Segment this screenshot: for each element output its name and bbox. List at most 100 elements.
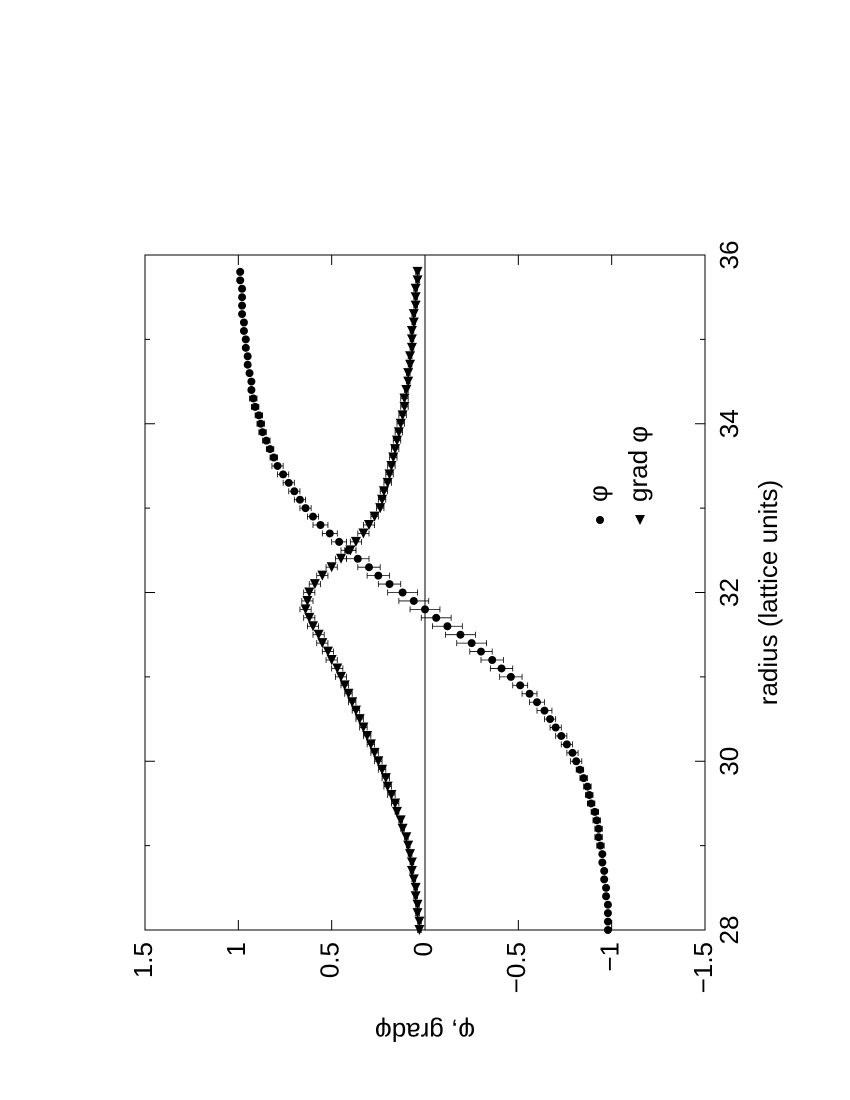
triangle-point xyxy=(414,916,425,927)
circle-point xyxy=(572,757,581,766)
triangle-point xyxy=(408,317,419,328)
legend-label: grad φ xyxy=(623,426,653,502)
triangle-point xyxy=(397,410,408,421)
triangle-point xyxy=(399,393,410,404)
circle-point xyxy=(256,419,265,428)
circle-point xyxy=(249,394,258,403)
triangle-point xyxy=(397,823,408,834)
circle-point xyxy=(443,622,452,631)
triangle-point xyxy=(382,477,393,488)
circle-point xyxy=(596,841,605,850)
x-tick-label: 32 xyxy=(714,578,744,607)
triangle-point xyxy=(405,849,416,860)
triangle-point xyxy=(401,385,412,395)
circle-point xyxy=(243,352,252,361)
triangle-point xyxy=(343,688,354,699)
circle-point xyxy=(590,807,599,816)
triangle-point xyxy=(403,376,414,387)
circle-point xyxy=(421,605,429,614)
triangle-point xyxy=(390,798,401,809)
y-tick-label: 0.5 xyxy=(315,942,345,978)
circle-point xyxy=(585,791,594,799)
triangle-point xyxy=(380,773,391,784)
triangle-point xyxy=(354,714,365,725)
circle-point xyxy=(488,656,497,664)
x-tick-label: 28 xyxy=(714,916,744,945)
circle-point xyxy=(540,706,549,715)
circle-point xyxy=(238,284,247,293)
circle-point xyxy=(266,445,275,454)
triangle-point xyxy=(403,368,414,379)
circle-point xyxy=(309,512,317,521)
circle-point xyxy=(247,386,256,394)
triangle-point xyxy=(369,511,380,522)
triangle-point xyxy=(414,925,425,935)
y-tick-label: −0.5 xyxy=(501,942,531,993)
triangle-point xyxy=(350,536,361,547)
triangle-point xyxy=(345,545,356,556)
triangle-point xyxy=(384,469,395,480)
circle-point xyxy=(477,647,485,656)
circle-point xyxy=(594,824,603,833)
triangle-point xyxy=(412,275,423,286)
circle-point xyxy=(568,748,577,757)
triangle-point xyxy=(392,806,402,817)
triangle-point xyxy=(406,342,417,353)
circle-point xyxy=(316,521,325,529)
circle-point xyxy=(603,909,612,918)
circle-point xyxy=(525,689,534,698)
circle-point xyxy=(258,428,267,437)
triangle-point xyxy=(406,857,417,868)
triangle-point xyxy=(302,595,313,606)
triangle-point xyxy=(412,899,423,910)
triangle-point xyxy=(332,663,343,674)
triangle-point xyxy=(364,520,374,530)
circle-point xyxy=(247,377,256,386)
triangle-point xyxy=(304,587,315,598)
triangle-point xyxy=(326,562,337,573)
circle-point xyxy=(506,672,515,681)
triangle-point xyxy=(399,401,410,412)
circle-point xyxy=(269,453,278,462)
circle-point xyxy=(238,310,247,319)
triangle-point xyxy=(369,747,380,758)
circle-point xyxy=(467,639,476,648)
circle-point xyxy=(335,537,344,546)
triangle-point xyxy=(395,815,406,826)
circle-point xyxy=(546,715,555,724)
circle-point xyxy=(325,529,334,538)
triangle-point xyxy=(406,325,417,336)
triangle-point xyxy=(308,621,318,632)
triangle-point xyxy=(336,553,346,564)
circle-point xyxy=(374,571,383,580)
triangle-point xyxy=(309,579,320,590)
circle-point xyxy=(254,411,263,420)
triangle-point xyxy=(339,680,350,691)
circle-point xyxy=(557,731,566,740)
triangle-point xyxy=(392,435,402,446)
legend-marker xyxy=(596,516,604,524)
triangle-point xyxy=(375,503,386,514)
circle-point xyxy=(583,782,592,791)
triangle-point xyxy=(406,865,417,876)
circle-point xyxy=(456,630,465,639)
circle-point xyxy=(385,580,394,589)
circle-point xyxy=(603,900,612,909)
circle-point xyxy=(516,681,525,690)
y-tick-label: 1 xyxy=(221,942,251,956)
triangle-point xyxy=(395,418,406,429)
triangle-point xyxy=(406,334,417,345)
circle-point xyxy=(238,301,247,310)
triangle-point xyxy=(347,697,358,708)
y-tick-label: 1.5 xyxy=(128,942,158,978)
circle-point xyxy=(241,343,250,352)
circle-point xyxy=(579,774,588,783)
x-tick-label: 36 xyxy=(714,241,744,270)
circle-point xyxy=(594,833,603,842)
triangle-point xyxy=(365,739,376,750)
x-tick-label: 30 xyxy=(714,747,744,776)
circle-point xyxy=(603,917,612,926)
x-axis-title: radius (lattice units) xyxy=(753,480,783,705)
triangle-point xyxy=(300,604,311,615)
